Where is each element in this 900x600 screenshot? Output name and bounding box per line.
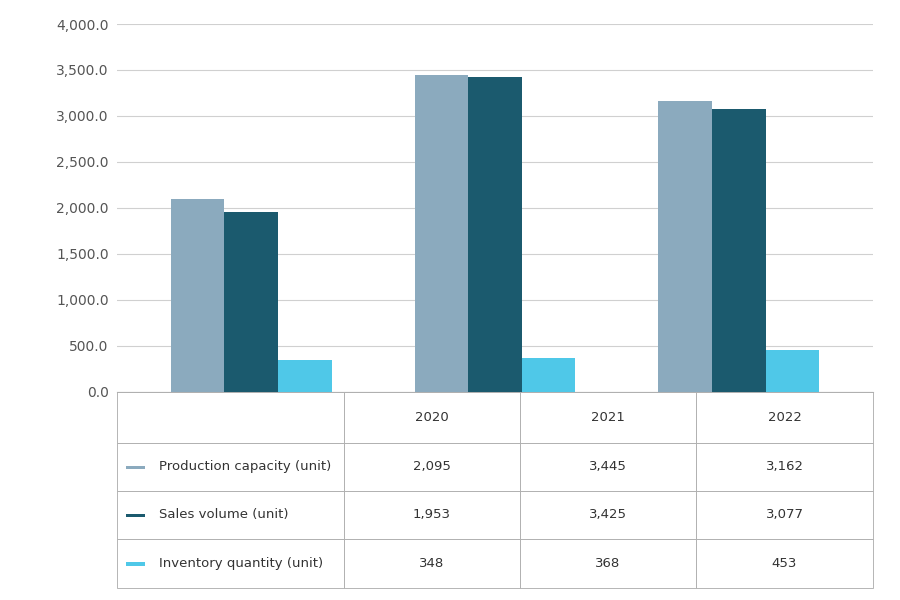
Bar	[278, 360, 331, 392]
Text: 3,162: 3,162	[766, 460, 804, 473]
Bar	[344, 443, 520, 491]
Bar	[344, 392, 520, 443]
Bar	[712, 109, 766, 392]
Text: 1,953: 1,953	[413, 508, 451, 521]
Bar	[468, 77, 522, 392]
Bar	[659, 101, 712, 392]
Bar	[696, 392, 873, 443]
Text: 453: 453	[772, 557, 797, 570]
Bar	[520, 539, 696, 588]
Text: 3,077: 3,077	[766, 508, 804, 521]
Text: Production capacity (unit): Production capacity (unit)	[158, 460, 331, 473]
Bar	[117, 491, 344, 539]
Text: Sales volume (unit): Sales volume (unit)	[158, 508, 288, 521]
Bar	[117, 392, 344, 443]
Bar	[520, 392, 696, 443]
Bar	[344, 539, 520, 588]
Text: 2022: 2022	[768, 411, 802, 424]
Text: 2021: 2021	[591, 411, 625, 424]
Text: 3,445: 3,445	[590, 460, 627, 473]
Text: 2020: 2020	[415, 411, 449, 424]
Bar	[126, 466, 145, 469]
Bar	[520, 491, 696, 539]
Bar	[696, 539, 873, 588]
Bar	[117, 443, 344, 491]
Bar	[171, 199, 224, 392]
Bar	[126, 514, 145, 517]
Text: 368: 368	[596, 557, 621, 570]
Text: Inventory quantity (unit): Inventory quantity (unit)	[158, 557, 323, 570]
Bar	[117, 539, 344, 588]
Bar	[522, 358, 575, 392]
Text: 348: 348	[419, 557, 445, 570]
Bar	[696, 443, 873, 491]
Text: 2,095: 2,095	[413, 460, 451, 473]
Bar	[344, 491, 520, 539]
Bar	[696, 491, 873, 539]
Bar	[415, 75, 468, 392]
Text: 3,425: 3,425	[589, 508, 627, 521]
Bar	[520, 443, 696, 491]
Bar	[766, 350, 819, 392]
Bar	[126, 562, 145, 566]
Bar	[224, 212, 278, 392]
